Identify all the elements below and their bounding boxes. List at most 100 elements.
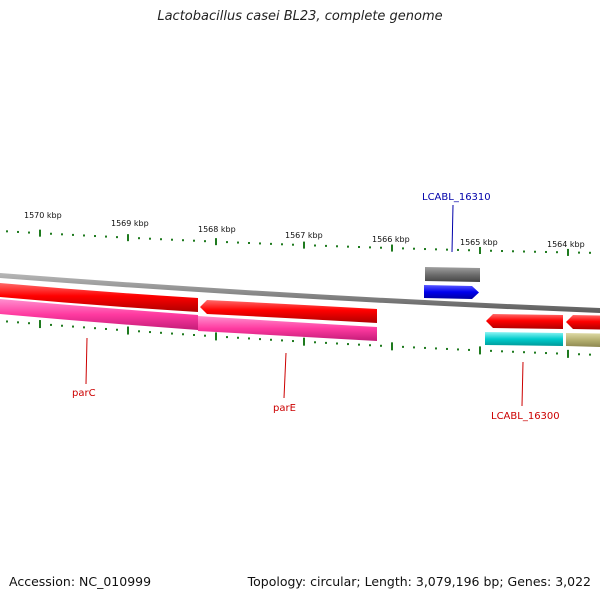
ruler-tick-upper-minor bbox=[512, 250, 514, 253]
ruler-tick-lower-minor bbox=[578, 353, 580, 356]
ruler-tick-lower-minor bbox=[589, 353, 591, 356]
feature-next-gene[interactable] bbox=[566, 333, 600, 347]
ruler-tick-upper-major bbox=[215, 238, 217, 246]
feature-gray-bar[interactable] bbox=[425, 267, 480, 282]
ruler-tick-lower-minor bbox=[512, 350, 514, 353]
pare-leader bbox=[283, 352, 287, 399]
ruler-tick-lower-major bbox=[39, 320, 41, 329]
ruler-tick-upper-minor bbox=[468, 249, 470, 252]
feature-lcabl-16300-cds[interactable] bbox=[486, 314, 563, 329]
ruler-tick-upper-minor bbox=[501, 250, 503, 253]
ruler-tick-lower-minor bbox=[292, 340, 294, 343]
ruler-tick-lower-minor bbox=[105, 327, 107, 330]
label-lcabl-16300[interactable]: LCABL_16300 bbox=[491, 411, 560, 422]
ruler-tick-lower-minor bbox=[160, 331, 162, 334]
ruler-tick-lower-minor bbox=[347, 343, 349, 346]
ruler-tick-lower-minor bbox=[94, 327, 96, 330]
genome-summary-text: Topology: circular; Length: 3,079,196 bp… bbox=[247, 574, 591, 589]
ruler-tick-upper-minor bbox=[204, 240, 206, 243]
ruler-tick-lower-minor bbox=[556, 352, 558, 355]
ruler-tick-upper-minor bbox=[424, 248, 426, 251]
ruler-tick-lower-minor bbox=[358, 343, 360, 346]
ruler-tick-upper-minor bbox=[402, 247, 404, 250]
ruler-tick-upper-minor bbox=[457, 248, 459, 251]
ruler-tick-lower-minor bbox=[402, 345, 404, 348]
ruler-tick-lower-minor bbox=[325, 341, 327, 344]
ruler-tick-upper-minor bbox=[6, 230, 8, 233]
feature-pare-cds[interactable] bbox=[200, 300, 377, 323]
ruler-tick-lower-major bbox=[479, 346, 481, 355]
ruler-label-1569: 1569 kbp bbox=[111, 219, 149, 228]
ruler-tick-lower-minor bbox=[28, 322, 30, 325]
ruler-tick-lower-minor bbox=[116, 328, 118, 331]
ruler-tick-upper-minor bbox=[193, 239, 195, 242]
ruler-tick-lower-minor bbox=[138, 330, 140, 333]
ruler-tick-upper-minor bbox=[94, 235, 96, 238]
ruler-tick-lower-minor bbox=[149, 331, 151, 334]
ruler-tick-lower-minor bbox=[193, 333, 195, 336]
label-parc[interactable]: parC bbox=[72, 388, 96, 399]
ruler-tick-upper-minor bbox=[28, 231, 30, 234]
ruler-tick-lower-minor bbox=[61, 324, 63, 327]
feature-parc-cds[interactable] bbox=[0, 283, 198, 312]
ruler-tick-upper-minor bbox=[270, 242, 272, 245]
ruler-tick-upper-minor bbox=[149, 237, 151, 240]
ruler-tick-lower-minor bbox=[314, 341, 316, 344]
ruler-tick-upper-minor bbox=[523, 250, 525, 253]
ruler-label-1567: 1567 kbp bbox=[285, 231, 323, 240]
ruler-tick-upper-minor bbox=[314, 244, 316, 247]
feature-lcabl-16300-gene[interactable] bbox=[485, 332, 563, 346]
ruler-tick-upper-minor bbox=[589, 251, 591, 254]
ruler-tick-lower-minor bbox=[281, 339, 283, 342]
feature-parc-gene[interactable] bbox=[0, 299, 198, 330]
label-pare[interactable]: parE bbox=[273, 403, 296, 414]
feature-pare-gene[interactable] bbox=[198, 316, 377, 341]
ruler-tick-lower-minor bbox=[446, 347, 448, 350]
lcabl-16310-leader bbox=[451, 204, 454, 253]
accession-text: Accession: NC_010999 bbox=[9, 574, 152, 589]
label-lcabl-16310[interactable]: LCABL_16310 bbox=[422, 192, 491, 203]
ruler-tick-lower-minor bbox=[248, 337, 250, 340]
ruler-tick-upper-major bbox=[39, 229, 41, 237]
ruler-tick-upper-minor bbox=[72, 233, 74, 236]
lcabl-16300-leader bbox=[521, 361, 524, 407]
ruler-tick-upper-minor bbox=[182, 239, 184, 242]
ruler-tick-upper-minor bbox=[171, 238, 173, 241]
ruler-tick-upper-minor bbox=[259, 242, 261, 245]
ruler-tick-lower-minor bbox=[237, 336, 239, 339]
ruler-tick-upper-minor bbox=[490, 249, 492, 252]
feature-lcabl-16310-arrow[interactable] bbox=[424, 285, 479, 299]
ruler-tick-lower-major bbox=[303, 337, 305, 346]
ruler-label-1570: 1570 kbp bbox=[24, 211, 62, 220]
ruler-tick-lower-minor bbox=[424, 346, 426, 349]
ruler-tick-upper-minor bbox=[556, 251, 558, 254]
ruler-tick-lower-minor bbox=[523, 351, 525, 354]
ruler-tick-lower-minor bbox=[204, 334, 206, 337]
ruler-tick-lower-minor bbox=[171, 332, 173, 335]
ruler-tick-upper-minor bbox=[325, 244, 327, 247]
ruler-tick-upper-minor bbox=[292, 243, 294, 246]
ruler-tick-upper-major bbox=[391, 244, 393, 252]
ruler-tick-lower-minor bbox=[226, 336, 228, 339]
ruler-tick-lower-minor bbox=[369, 344, 371, 347]
ruler-tick-upper-minor bbox=[435, 248, 437, 251]
ruler-tick-lower-major bbox=[391, 342, 393, 351]
ruler-tick-upper-minor bbox=[160, 238, 162, 241]
ruler-tick-upper-minor bbox=[413, 247, 415, 250]
parc-leader bbox=[85, 337, 88, 385]
ruler-tick-lower-major bbox=[215, 332, 217, 341]
ruler-tick-lower-minor bbox=[545, 352, 547, 355]
ruler-tick-lower-minor bbox=[182, 333, 184, 336]
ruler-tick-upper-major bbox=[479, 246, 481, 254]
ruler-tick-lower-minor bbox=[380, 344, 382, 347]
ruler-tick-upper-major bbox=[567, 248, 569, 256]
ruler-tick-lower-minor bbox=[17, 321, 19, 324]
ruler-labels: 1570 kbp 1569 kbp 1568 kbp 1567 kbp 1566… bbox=[24, 211, 585, 249]
ruler-tick-upper-minor bbox=[105, 235, 107, 238]
ruler-tick-upper-minor bbox=[248, 242, 250, 245]
ruler-tick-lower-minor bbox=[413, 346, 415, 349]
ruler-ticks-lower bbox=[6, 320, 591, 358]
ruler-tick-lower-minor bbox=[6, 320, 8, 323]
feature-next-cds[interactable] bbox=[566, 315, 600, 330]
